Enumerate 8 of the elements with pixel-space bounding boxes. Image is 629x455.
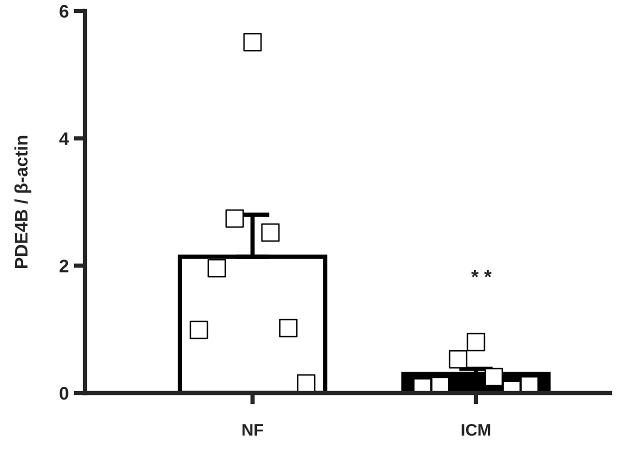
x-tick-label: NF bbox=[242, 424, 264, 436]
y-tick-label: 4 bbox=[59, 132, 69, 145]
y-tick-label: 2 bbox=[60, 260, 68, 272]
y-tick-label: 6 bbox=[60, 4, 68, 18]
annotation: * * bbox=[471, 270, 492, 278]
y-tick-label: 0 bbox=[60, 386, 68, 400]
x-tick-label: ICM bbox=[462, 424, 490, 436]
y-axis-title: PDE4B / β-actin bbox=[14, 136, 32, 268]
